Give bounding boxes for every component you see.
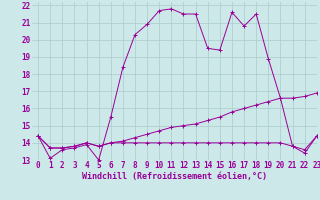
X-axis label: Windchill (Refroidissement éolien,°C): Windchill (Refroidissement éolien,°C) xyxy=(82,172,267,181)
